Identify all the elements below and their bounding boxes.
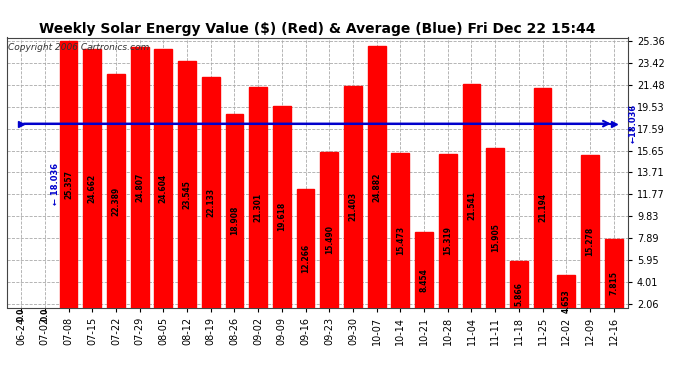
Bar	[462, 84, 480, 327]
Bar	[273, 106, 290, 327]
Text: 24.882: 24.882	[372, 172, 381, 201]
Bar	[202, 77, 219, 327]
Text: 15.319: 15.319	[443, 226, 452, 255]
Text: 0.0: 0.0	[40, 308, 49, 321]
Bar	[107, 75, 125, 327]
Bar	[178, 62, 196, 327]
Bar	[368, 46, 386, 327]
Bar	[226, 114, 244, 327]
Text: 8.454: 8.454	[420, 268, 428, 292]
Bar	[249, 87, 267, 327]
Bar	[558, 275, 575, 327]
Text: 21.541: 21.541	[467, 191, 476, 220]
Text: 22.389: 22.389	[111, 186, 121, 216]
Text: 25.357: 25.357	[64, 170, 73, 199]
Text: 21.403: 21.403	[348, 192, 357, 221]
Text: 21.194: 21.194	[538, 193, 547, 222]
Text: 15.473: 15.473	[396, 225, 405, 255]
Bar	[59, 41, 77, 327]
Text: 24.662: 24.662	[88, 174, 97, 202]
Bar	[486, 148, 504, 327]
Bar	[581, 155, 599, 327]
Bar	[297, 189, 315, 327]
Bar	[344, 86, 362, 327]
Bar	[510, 261, 528, 327]
Text: 15.490: 15.490	[325, 225, 334, 254]
Bar	[533, 88, 551, 327]
Text: Copyright 2006 Cartronics.com: Copyright 2006 Cartronics.com	[8, 43, 150, 52]
Bar	[320, 152, 338, 327]
Bar	[605, 239, 622, 327]
Text: ←18.036: ←18.036	[629, 104, 638, 143]
Text: 15.905: 15.905	[491, 223, 500, 252]
Bar	[83, 49, 101, 327]
Text: 23.545: 23.545	[183, 180, 192, 209]
Bar	[391, 153, 409, 327]
Text: 22.133: 22.133	[206, 188, 215, 217]
Bar	[415, 232, 433, 327]
Text: 15.278: 15.278	[586, 226, 595, 256]
Text: 24.807: 24.807	[135, 172, 144, 202]
Bar	[155, 50, 172, 327]
Text: 18.908: 18.908	[230, 206, 239, 235]
Text: 0.0: 0.0	[17, 308, 26, 321]
Text: 24.604: 24.604	[159, 174, 168, 203]
Title: Weekly Solar Energy Value ($) (Red) & Average (Blue) Fri Dec 22 15:44: Weekly Solar Energy Value ($) (Red) & Av…	[39, 22, 595, 36]
Text: 19.618: 19.618	[277, 202, 286, 231]
Bar	[439, 154, 457, 327]
Bar	[130, 47, 148, 327]
Text: 21.301: 21.301	[254, 192, 263, 222]
Text: 7.815: 7.815	[609, 271, 618, 295]
Text: ← 18.036: ← 18.036	[51, 163, 60, 205]
Text: 12.266: 12.266	[301, 243, 310, 273]
Text: 4.653: 4.653	[562, 289, 571, 313]
Text: 5.866: 5.866	[514, 282, 524, 306]
